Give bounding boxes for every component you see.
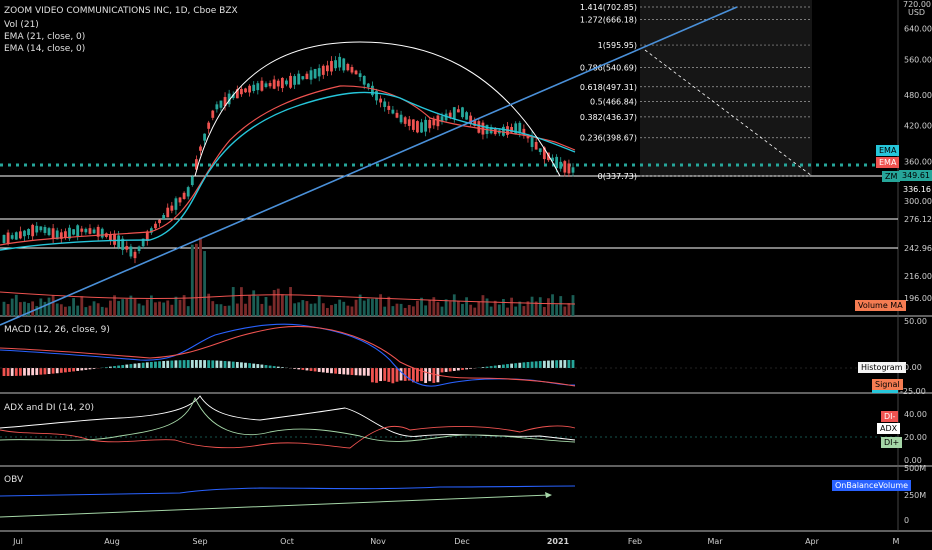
indicator-ema-14[interactable]: EMA (14, close, 0) [4, 44, 86, 54]
time-tick: Apr [805, 537, 820, 546]
ema-tag-fast[interactable]: EMA [876, 157, 900, 168]
obv-tick: 250M [904, 491, 927, 500]
ema-14-line [0, 91, 576, 251]
fib-level-label: 1.414(702.85) [580, 3, 637, 12]
obv-tick: 0 [904, 516, 910, 525]
price-tick: 276.12 [904, 215, 932, 224]
price-tick: 480.00 [904, 91, 932, 100]
fib-level-label: 1.272(666.18) [580, 15, 637, 24]
macd-title[interactable]: MACD (12, 26, close, 9) [4, 325, 110, 335]
price-tick: 216.00 [904, 272, 932, 281]
time-tick: Feb [628, 537, 642, 546]
time-axis-ticks: Jul Aug Sep Oct Nov Dec 2021 Feb Mar Apr M [12, 537, 899, 546]
di-minus-tag[interactable]: DI- [881, 411, 899, 422]
time-tick: Aug [104, 537, 120, 546]
time-tick: Jul [12, 537, 23, 546]
fib-level-label: 0.5(466.84) [590, 97, 637, 106]
fib-level-label: 1(595.95) [598, 41, 637, 50]
fib-level-label: 0.786(540.69) [580, 63, 637, 72]
obv-line [0, 485, 576, 497]
currency-label: USD [908, 8, 926, 17]
fib-level-label: 0(337.73) [598, 172, 637, 181]
dashed-projection-line[interactable] [644, 49, 813, 177]
last-price-badge: 349.61 [899, 170, 932, 181]
obv-tag[interactable]: OnBalanceVolume [832, 480, 912, 491]
fib-level-label: 0.382(436.37) [580, 113, 637, 122]
macd-tag-strip [872, 390, 898, 393]
time-tick: M [893, 537, 900, 546]
price-axis-top: 720.00 [903, 0, 931, 9]
trend-line-main[interactable] [0, 6, 738, 326]
di-plus-tag[interactable]: DI+ [881, 437, 903, 448]
price-tick: 420.00 [904, 122, 932, 131]
indicator-vol[interactable]: Vol (21) [4, 20, 39, 30]
macd-tick: 0.00 [904, 363, 922, 372]
signal-line [0, 325, 576, 387]
candlesticks [2, 53, 575, 264]
time-tick: Dec [454, 537, 469, 546]
adx-tick: 40.00 [904, 410, 927, 419]
volume-ma-tag[interactable]: Volume MA [855, 300, 906, 311]
obv-tick: 500M [904, 464, 927, 473]
time-tick: 2021 [547, 537, 570, 546]
di-plus-line [0, 396, 576, 443]
price-tick: 560.00 [904, 55, 932, 64]
fib-level-label: 0.618(497.31) [580, 83, 637, 92]
ema-tag-slow[interactable]: EMA [876, 145, 900, 156]
price-tick: 360.00 [904, 157, 932, 166]
adx-line [0, 395, 576, 441]
price-tick: 640.00 [904, 25, 932, 34]
macd-histogram [2, 360, 575, 384]
volume-bars [2, 237, 575, 316]
obv-title[interactable]: OBV [4, 475, 24, 485]
arc-drawing[interactable] [194, 41, 561, 177]
adx-tag[interactable]: ADX [877, 423, 901, 434]
time-tick: Oct [280, 537, 294, 546]
chart-title: ZOOM VIDEO COMMUNICATIONS INC, 1D, Cboe … [4, 6, 238, 16]
macd-tick: -25.00 [900, 387, 926, 396]
macd-tick: 50.00 [904, 317, 927, 326]
signal-tag[interactable]: Signal [872, 379, 903, 390]
level-label-336: 336.16 [903, 185, 931, 194]
price-axis-ticks: 640.00 560.00 480.00 420.00 360.00 300.00 276.… [904, 25, 932, 303]
time-tick: Nov [370, 537, 386, 546]
obv-trend-arrow[interactable] [0, 494, 551, 518]
time-tick: Sep [192, 537, 207, 546]
histogram-tag[interactable]: Histogram [858, 362, 906, 373]
zm-tag[interactable]: ZM [882, 171, 901, 182]
fib-level-label: 0.236(398.67) [580, 134, 637, 143]
price-tick: 242.96 [904, 244, 932, 253]
di-minus-line [0, 425, 576, 449]
adx-tick: 0.00 [904, 456, 922, 465]
adx-tick: 20.00 [904, 433, 927, 442]
price-tick: 300.00 [904, 197, 932, 206]
indicator-ema-21[interactable]: EMA (21, close, 0) [4, 32, 86, 42]
volume-ma-line [0, 291, 576, 305]
ema-21-line [0, 85, 576, 246]
price-tick: 196.00 [904, 294, 932, 303]
adx-title[interactable]: ADX and DI (14, 20) [4, 403, 94, 413]
time-tick: Mar [707, 537, 723, 546]
fib-retracement[interactable]: 1.414(702.85) 1.272(666.18) 1(595.95) 0.786… [580, 3, 812, 181]
fib-zone [640, 0, 812, 176]
